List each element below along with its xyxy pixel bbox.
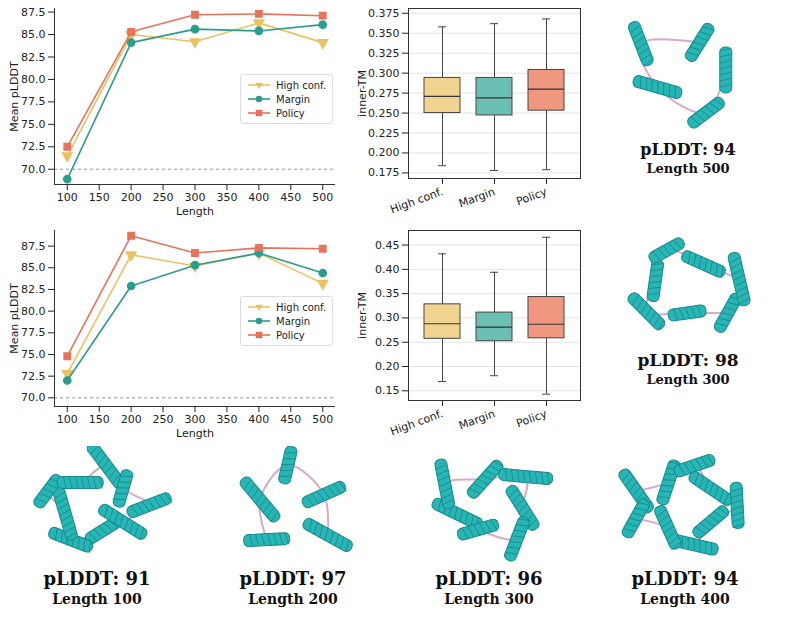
svg-text:0.375: 0.375 bbox=[368, 7, 400, 20]
svg-text:Length: Length bbox=[176, 427, 214, 440]
html-text:pLDDT: 94: pLDDT: 94 bbox=[631, 568, 739, 589]
svg-text:0.225: 0.225 bbox=[368, 127, 400, 140]
svg-text:87.5: 87.5 bbox=[21, 240, 46, 253]
html-text:Length 200: Length 200 bbox=[248, 591, 338, 607]
svg-text:0.30: 0.30 bbox=[375, 311, 400, 324]
svg-text:inner-TM: inner-TM bbox=[356, 70, 369, 117]
svg-text:Policy: Policy bbox=[515, 185, 550, 208]
html-text:pLDDT: 98: pLDDT: 98 bbox=[637, 350, 739, 370]
svg-text:200: 200 bbox=[121, 413, 142, 426]
html-text:Policy: Policy bbox=[276, 329, 305, 341]
svg-text:350: 350 bbox=[216, 191, 237, 204]
svg-text:0.40: 0.40 bbox=[375, 263, 400, 276]
svg-text:0.35: 0.35 bbox=[375, 287, 400, 300]
html-text:High conf.: High conf. bbox=[276, 79, 327, 91]
svg-text:72.5: 72.5 bbox=[21, 370, 46, 383]
svg-text:0.300: 0.300 bbox=[368, 67, 400, 80]
html-text:pLDDT: 96: pLDDT: 96 bbox=[435, 568, 543, 589]
svg-text:82.5: 82.5 bbox=[21, 51, 46, 64]
svg-text:150: 150 bbox=[89, 413, 110, 426]
svg-text:75.0: 75.0 bbox=[21, 118, 46, 131]
html-text:High conf.: High conf. bbox=[276, 301, 327, 313]
svg-text:Mean pLDDT: Mean pLDDT bbox=[8, 283, 21, 354]
svg-text:0.25: 0.25 bbox=[375, 336, 400, 349]
html-text:Length 300: Length 300 bbox=[646, 372, 730, 387]
svg-text:70.0: 70.0 bbox=[21, 163, 46, 176]
svg-text:250: 250 bbox=[153, 191, 174, 204]
svg-text:Margin: Margin bbox=[457, 185, 497, 210]
svg-text:0.325: 0.325 bbox=[368, 47, 400, 60]
svg-text:inner-TM: inner-TM bbox=[356, 292, 369, 339]
svg-text:300: 300 bbox=[185, 413, 206, 426]
html-text:Length 400: Length 400 bbox=[640, 591, 730, 607]
html-text:Length 500: Length 500 bbox=[646, 161, 730, 176]
html-text:pLDDT: 94: pLDDT: 94 bbox=[640, 140, 736, 159]
svg-text:Policy: Policy bbox=[515, 407, 550, 430]
svg-text:150: 150 bbox=[89, 191, 110, 204]
svg-text:500: 500 bbox=[312, 191, 333, 204]
svg-text:450: 450 bbox=[280, 413, 301, 426]
svg-text:0.15: 0.15 bbox=[375, 384, 400, 397]
svg-text:0.250: 0.250 bbox=[368, 107, 400, 120]
svg-text:82.5: 82.5 bbox=[21, 283, 46, 296]
html-text:pLDDT: 91: pLDDT: 91 bbox=[43, 568, 151, 589]
svg-text:0.200: 0.200 bbox=[368, 146, 400, 159]
html-text:Margin: Margin bbox=[276, 315, 311, 327]
svg-text:200: 200 bbox=[121, 191, 142, 204]
svg-text:400: 400 bbox=[248, 191, 269, 204]
svg-text:70.0: 70.0 bbox=[21, 391, 46, 404]
svg-text:0.275: 0.275 bbox=[368, 87, 400, 100]
svg-text:100: 100 bbox=[57, 191, 78, 204]
html-text:Margin: Margin bbox=[276, 93, 311, 105]
svg-text:72.5: 72.5 bbox=[21, 140, 46, 153]
svg-text:85.0: 85.0 bbox=[21, 28, 46, 41]
svg-text:High conf.: High conf. bbox=[388, 185, 444, 216]
svg-text:450: 450 bbox=[280, 191, 301, 204]
svg-text:Length: Length bbox=[176, 205, 214, 218]
svg-text:300: 300 bbox=[185, 191, 206, 204]
svg-text:87.5: 87.5 bbox=[21, 6, 46, 19]
svg-text:80.0: 80.0 bbox=[21, 73, 46, 86]
svg-text:0.20: 0.20 bbox=[375, 360, 400, 373]
svg-text:80.0: 80.0 bbox=[21, 305, 46, 318]
svg-text:100: 100 bbox=[57, 413, 78, 426]
svg-text:Mean pLDDT: Mean pLDDT bbox=[8, 61, 21, 132]
svg-text:77.5: 77.5 bbox=[21, 326, 46, 339]
svg-text:350: 350 bbox=[216, 413, 237, 426]
html-text:pLDDT: 97: pLDDT: 97 bbox=[239, 568, 347, 589]
svg-text:0.45: 0.45 bbox=[375, 239, 400, 252]
svg-text:500: 500 bbox=[312, 413, 333, 426]
html-text:Length 300: Length 300 bbox=[444, 591, 534, 607]
svg-text:250: 250 bbox=[153, 413, 174, 426]
svg-text:75.0: 75.0 bbox=[21, 348, 46, 361]
html-text:Policy: Policy bbox=[276, 107, 305, 119]
svg-text:0.175: 0.175 bbox=[368, 166, 400, 179]
html-text:Length 100: Length 100 bbox=[52, 591, 142, 607]
svg-text:85.0: 85.0 bbox=[21, 261, 46, 274]
svg-text:400: 400 bbox=[248, 413, 269, 426]
svg-text:77.5: 77.5 bbox=[21, 95, 46, 108]
svg-text:Margin: Margin bbox=[457, 407, 497, 432]
svg-text:0.350: 0.350 bbox=[368, 27, 400, 40]
svg-text:High conf.: High conf. bbox=[388, 407, 444, 438]
